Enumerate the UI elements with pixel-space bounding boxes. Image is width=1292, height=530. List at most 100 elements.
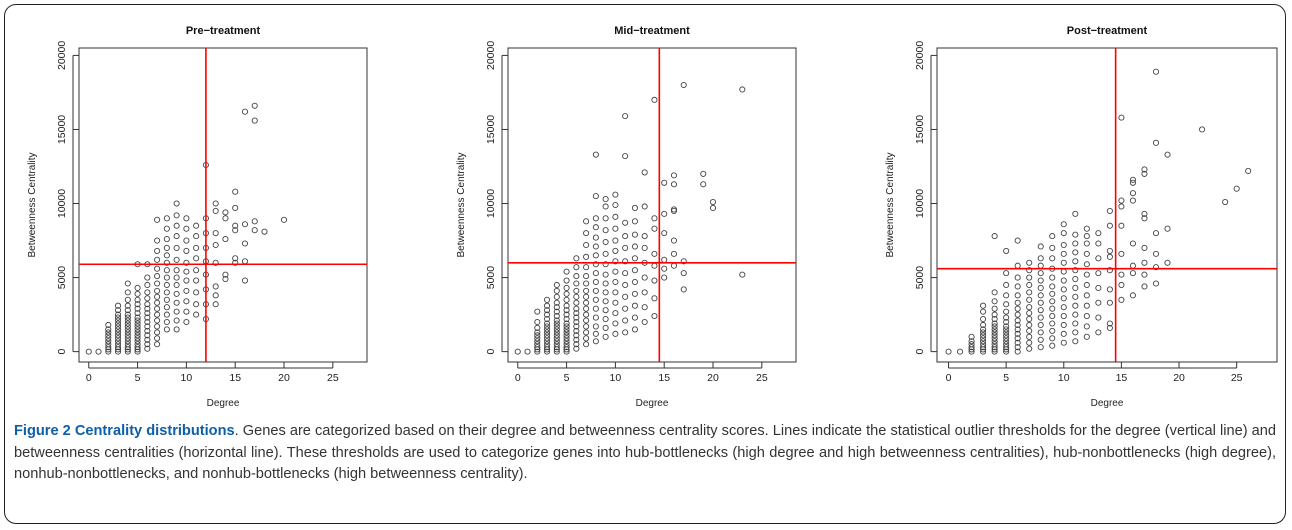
data-point (583, 317, 590, 324)
data-point (1072, 338, 1079, 345)
data-point (661, 230, 668, 237)
data-point (173, 212, 180, 219)
figure-caption: Figure 2 Centrality distributions. Genes… (14, 421, 1276, 486)
data-point (173, 308, 180, 315)
y-axis-title: Betweenness Centrality (456, 152, 467, 257)
data-point (592, 234, 599, 241)
data-point (241, 277, 249, 284)
data-point (573, 327, 580, 334)
data-point (124, 302, 131, 309)
data-point (592, 261, 599, 268)
data-point (544, 315, 551, 323)
data-point (124, 296, 131, 303)
data-point (1141, 283, 1148, 290)
x-tick-label: 10 (181, 372, 193, 384)
data-point (553, 332, 560, 339)
data-point (1003, 326, 1010, 333)
data-point (1014, 299, 1021, 306)
data-point (544, 341, 551, 348)
data-point (1083, 302, 1090, 309)
data-point (1026, 296, 1033, 303)
data-point (1106, 207, 1113, 214)
data-point (592, 314, 599, 321)
data-point (154, 216, 161, 223)
data-point (1026, 310, 1033, 317)
data-point (583, 305, 590, 312)
data-point (232, 259, 239, 266)
data-point (115, 307, 122, 314)
data-point (968, 333, 975, 340)
data-point (573, 264, 580, 271)
data-point (1095, 284, 1102, 291)
data-point (592, 278, 599, 286)
data-point (980, 332, 987, 339)
data-point (980, 326, 987, 333)
data-point (163, 252, 170, 259)
data-point (1072, 329, 1079, 336)
data-point (980, 321, 987, 329)
x-tick-label: 25 (756, 372, 768, 384)
data-point (134, 317, 141, 324)
data-point (534, 344, 541, 351)
data-point (1037, 329, 1044, 336)
y-axis-title: Betweenness Centrality (885, 152, 896, 257)
data-point (1049, 298, 1056, 305)
plot-frame (936, 47, 1278, 363)
data-point (991, 323, 998, 330)
data-point (173, 281, 180, 289)
data-point (193, 255, 200, 262)
data-point (1072, 302, 1079, 309)
data-point (134, 329, 141, 336)
data-point (222, 209, 229, 216)
data-point (563, 302, 570, 309)
data-point (661, 265, 668, 272)
data-point (583, 293, 590, 300)
data-point (651, 96, 658, 103)
data-point (1152, 264, 1160, 271)
data-point (1106, 222, 1113, 229)
y-tick-label: 20000 (914, 41, 926, 70)
scatter-panel-2: Mid−treatment 0 5 10 15 20 25 0 5000 10000 15000 20… (456, 25, 797, 409)
data-point (602, 238, 609, 246)
data-point (144, 274, 151, 281)
data-point (1095, 240, 1102, 247)
data-point (1060, 330, 1067, 337)
data-point (115, 323, 122, 330)
data-point (1060, 286, 1067, 293)
data-point (631, 267, 638, 274)
y-tick-label: 0 (914, 349, 926, 355)
data-point (163, 274, 170, 281)
y-tick-label: 5000 (485, 266, 497, 290)
data-point (1118, 203, 1125, 210)
data-point (534, 332, 541, 339)
data-point (563, 290, 570, 297)
data-point (163, 318, 170, 326)
data-point (680, 81, 687, 89)
data-point (154, 299, 161, 306)
data-point (1106, 253, 1113, 260)
data-point (631, 218, 638, 225)
data-point (1141, 170, 1148, 177)
data-point (553, 326, 560, 333)
y-tick-label: 20000 (56, 41, 68, 70)
data-point (1014, 326, 1021, 333)
data-point (544, 332, 551, 339)
data-point (592, 296, 599, 303)
data-point (163, 304, 170, 311)
chart-title: Post−treatment (1067, 25, 1148, 37)
data-point (670, 237, 678, 244)
data-point (980, 335, 987, 342)
data-point (553, 335, 560, 342)
data-point (232, 188, 239, 195)
data-point (544, 307, 551, 314)
data-point (1014, 237, 1021, 244)
data-point (1003, 301, 1010, 308)
data-point (563, 341, 570, 348)
data-point (124, 307, 131, 314)
data-point (622, 219, 629, 226)
data-point (1072, 284, 1079, 291)
data-point (622, 270, 629, 277)
data-point (134, 338, 141, 345)
data-point (602, 289, 609, 296)
data-point (1037, 344, 1044, 351)
